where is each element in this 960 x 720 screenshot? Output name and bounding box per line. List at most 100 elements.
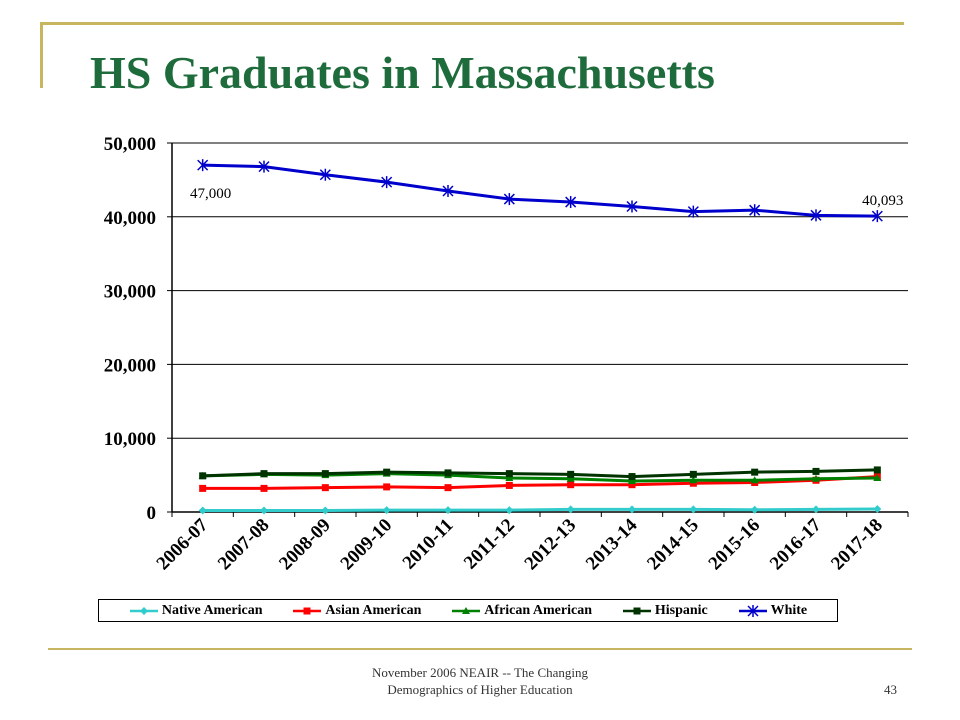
- data-point: [444, 506, 452, 515]
- series-native-american: [198, 505, 882, 515]
- footer-line-1: November 2006 NEAIR -- The Changing: [371, 665, 589, 680]
- data-point: [628, 505, 636, 514]
- x-tick-label: 2016-17: [766, 514, 826, 574]
- data-point: [383, 483, 391, 491]
- x-tick-label: 2011-12: [460, 515, 519, 574]
- footer-line-2: Demographics of Higher Education: [387, 682, 573, 697]
- data-point: [303, 607, 311, 614]
- data-point: [321, 506, 330, 515]
- data-point: [319, 168, 331, 181]
- data-point: [381, 176, 393, 189]
- data-point: [750, 505, 759, 514]
- data-point: [382, 506, 391, 515]
- data-point: [689, 505, 698, 514]
- data-point: [812, 467, 820, 475]
- data-point: [444, 469, 452, 477]
- x-tick-label: 2013-14: [582, 514, 642, 574]
- legend-item: Asian American: [292, 603, 421, 619]
- legend-swatch: [293, 607, 322, 614]
- x-tick-label: 2017-18: [827, 515, 887, 575]
- legend-label: Native American: [161, 602, 263, 618]
- data-point: [747, 604, 759, 617]
- x-tick-label: 2007-08: [214, 515, 274, 575]
- data-point: [199, 472, 207, 480]
- data-point: [750, 476, 759, 484]
- x-tick-label: 2015-16: [705, 515, 765, 575]
- data-point: [567, 470, 575, 478]
- y-tick-label: 0: [147, 503, 157, 524]
- page-title: HS Graduates in Massachusetts: [90, 47, 715, 98]
- series-white: [197, 159, 883, 223]
- data-point: [462, 606, 471, 614]
- y-tick-label: 40,000: [104, 208, 156, 229]
- legend-label: Hispanic: [654, 602, 708, 618]
- data-point: [873, 474, 882, 482]
- page-number: 43: [884, 682, 897, 697]
- x-tick-label: 2014-15: [643, 515, 703, 575]
- data-point: [260, 506, 268, 515]
- data-point: [749, 204, 761, 217]
- data-point: [139, 606, 148, 615]
- data-point: [565, 196, 577, 209]
- data-point: [626, 200, 638, 213]
- data-point: [567, 481, 575, 489]
- data-point: [260, 484, 268, 492]
- data-point: [444, 484, 452, 492]
- legend-item: Native American: [129, 603, 263, 619]
- x-tick-label: 2008-09: [275, 515, 335, 575]
- data-point: [628, 481, 636, 489]
- data-point: [873, 505, 882, 514]
- series-line: [202, 507, 878, 513]
- data-point: [505, 470, 513, 478]
- x-tick-label: 2009-10: [337, 515, 397, 575]
- data-label: 40,093: [862, 193, 903, 209]
- data-label: 47,000: [190, 186, 231, 202]
- data-point: [871, 210, 883, 223]
- data-point: [810, 209, 822, 222]
- series-line: [202, 468, 878, 479]
- y-tick-label: 30,000: [104, 282, 156, 303]
- legend-item: Hispanic: [622, 603, 708, 619]
- data-point: [198, 506, 207, 515]
- data-point: [566, 474, 575, 482]
- legend-item: White: [738, 602, 808, 619]
- legend-swatch: [129, 606, 158, 615]
- series-hispanic: [199, 466, 881, 481]
- data-point: [628, 477, 636, 485]
- y-tick-label: 50,000: [104, 134, 156, 155]
- y-tick-label: 20,000: [104, 355, 156, 376]
- x-tick-label: 2006-07: [153, 514, 213, 574]
- data-point: [689, 476, 698, 484]
- data-point: [689, 470, 697, 478]
- legend-label: Asian American: [325, 602, 422, 618]
- legend-label: White: [770, 602, 808, 618]
- data-point: [321, 484, 329, 492]
- legend-swatch: [622, 607, 651, 614]
- x-tick-label: 2010-11: [399, 515, 458, 574]
- data-point: [199, 484, 207, 492]
- data-point: [258, 160, 270, 173]
- data-point: [751, 468, 759, 476]
- accent-line-left: [40, 22, 43, 88]
- data-point: [197, 159, 209, 172]
- data-point: [566, 505, 575, 514]
- legend-swatch: [452, 606, 481, 614]
- accent-line-bottom: [48, 648, 912, 650]
- legend-swatch: [738, 604, 767, 617]
- gridlines: [172, 142, 908, 439]
- data-point: [633, 607, 641, 614]
- data-point: [687, 205, 699, 218]
- data-point: [628, 473, 636, 481]
- data-point: [503, 193, 515, 206]
- data-point: [383, 468, 391, 476]
- legend-item: African American: [451, 603, 592, 619]
- y-tick-label: 10,000: [104, 429, 156, 450]
- legend-label: African American: [484, 602, 592, 618]
- data-point: [321, 470, 329, 478]
- series-group: [197, 159, 883, 515]
- data-point: [505, 506, 514, 515]
- data-point: [505, 474, 514, 482]
- data-point: [812, 505, 820, 514]
- series-line: [202, 475, 878, 490]
- chart-legend: Native American Asian American African Ame…: [98, 599, 838, 622]
